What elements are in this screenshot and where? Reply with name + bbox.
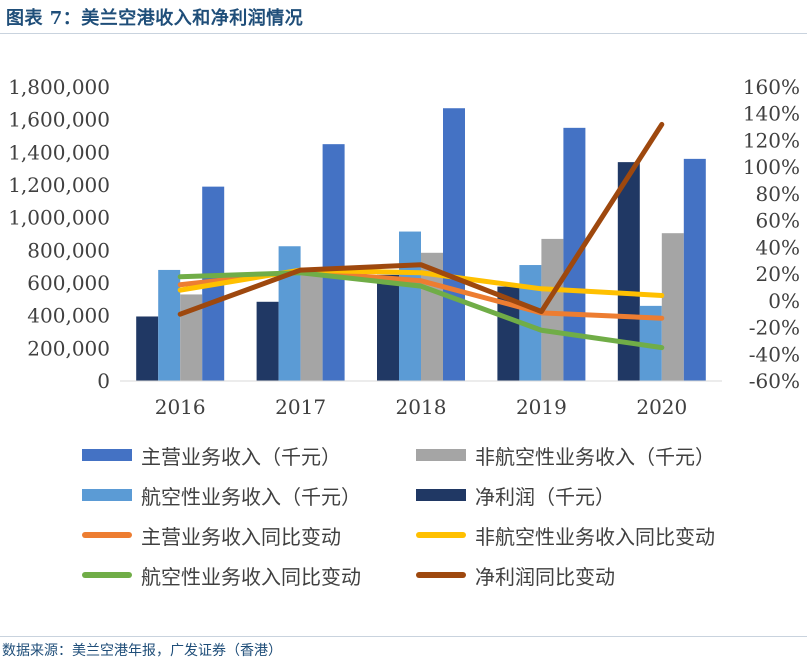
legend-label: 主营业务收入同比变动 (141, 524, 341, 549)
right-axis-tick-label: 140% (743, 102, 800, 126)
left-axis-tick-label: 0 (97, 369, 110, 393)
x-axis-tick-label: 2016 (155, 395, 206, 419)
left-axis-tick-label: 1,000,000 (8, 206, 110, 230)
bar (443, 108, 465, 381)
right-axis-tick-label: -40% (749, 342, 800, 366)
legend-label: 净利润同比变动 (475, 564, 615, 589)
legend-item: 航空性业务收入（千元） (82, 480, 361, 510)
bar (497, 286, 520, 381)
series-line (177, 121, 665, 317)
bar (278, 246, 301, 381)
left-axis-tick-label: 400,000 (27, 304, 110, 328)
right-axis-tick-label: -60% (749, 369, 800, 393)
left-axis-tick-label: 1,800,000 (8, 75, 110, 99)
combo-chart: 0 200,000 400,000 600,000 800,000 1,000,000 1,… (8, 75, 800, 419)
bar (617, 162, 640, 381)
chart-title: 图表 7：美兰空港收入和净利润情况 (6, 8, 304, 29)
left-axis-tick-label: 1,200,000 (8, 173, 110, 197)
legend-line-swatch (82, 532, 132, 538)
legend-bar-swatch (416, 489, 466, 501)
right-axis-tick-label: 20% (756, 262, 800, 286)
bar (158, 269, 181, 381)
legend-item: 主营业务收入同比变动 (82, 520, 341, 550)
legend-line-swatch (416, 572, 466, 578)
bar (563, 127, 586, 381)
series-line (177, 270, 665, 351)
legend-label: 主营业务收入（千元） (141, 444, 341, 469)
x-axis-tick-label: 2020 (636, 395, 687, 419)
legend-bar-swatch (82, 449, 132, 461)
bar (661, 233, 684, 381)
right-axis-tick-label: 40% (756, 235, 800, 259)
legend-item: 航空性业务收入同比变动 (82, 560, 361, 590)
footer-divider (0, 636, 807, 637)
x-axis-tick-label: 2018 (396, 395, 447, 419)
legend-item: 净利润同比变动 (416, 560, 615, 590)
left-axis-tick-label: 600,000 (27, 271, 110, 295)
legend-bar-swatch (82, 489, 132, 501)
right-axis-tick-label: 120% (743, 128, 800, 152)
series-line (177, 267, 665, 298)
bar (300, 274, 323, 381)
left-axis-tick-label: 800,000 (27, 238, 110, 262)
bar (519, 265, 542, 381)
right-axis-tick-label: 80% (756, 182, 800, 206)
x-axis-tick-label: 2017 (275, 395, 326, 419)
legend-bar-swatch (416, 449, 466, 461)
bar (399, 231, 421, 381)
left-axis-tick-label: 200,000 (27, 336, 110, 360)
chart-legend: 主营业务收入（千元） 非航空性业务收入（千元） 航空性业务收入（千元） 净利润（千元）… (0, 438, 807, 603)
legend-item: 净利润（千元） (416, 480, 615, 510)
legend-label: 净利润（千元） (475, 484, 615, 509)
legend-item: 主营业务收入（千元） (82, 440, 341, 470)
left-axis-tick-label: 1,600,000 (8, 108, 110, 132)
legend-item: 非航空性业务收入（千元） (416, 440, 715, 470)
data-source-note: 数据来源：美兰空港年报，广发证券（香港） (2, 643, 282, 659)
right-axis-tick-label: -20% (749, 316, 800, 340)
bar (377, 274, 399, 381)
legend-item: 非航空性业务收入同比变动 (416, 520, 715, 550)
x-axis-tick-label: 2019 (516, 395, 567, 419)
right-axis-tick-label: 60% (756, 209, 800, 233)
bar (322, 144, 345, 381)
right-axis-tick-label: 100% (743, 155, 800, 179)
legend-label: 航空性业务收入（千元） (141, 484, 361, 509)
bar (136, 316, 159, 381)
bar (683, 158, 706, 381)
legend-line-swatch (82, 572, 132, 578)
legend-label: 非航空性业务收入同比变动 (475, 524, 715, 549)
legend-label: 航空性业务收入同比变动 (141, 564, 361, 589)
title-divider (0, 33, 807, 34)
legend-label: 非航空性业务收入（千元） (475, 444, 715, 469)
left-axis-tick-label: 1,400,000 (8, 140, 110, 164)
legend-line-swatch (416, 532, 466, 538)
bar (639, 305, 662, 381)
bar (256, 301, 279, 381)
right-axis-tick-label: 0% (768, 289, 800, 313)
bar (541, 238, 564, 381)
right-axis-tick-label: 160% (743, 75, 800, 99)
bar (180, 294, 203, 381)
